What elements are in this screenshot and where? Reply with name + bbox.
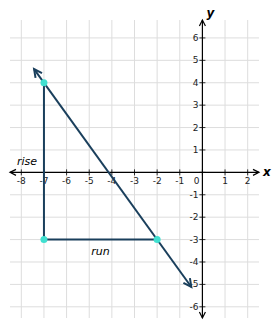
tick-label: -2 <box>189 212 198 222</box>
grid-line <box>10 60 259 61</box>
grid-line <box>179 20 180 318</box>
tick <box>199 149 205 150</box>
tick <box>199 127 205 128</box>
tick <box>66 169 67 175</box>
point <box>40 236 47 243</box>
tick <box>199 82 205 83</box>
line-arrow <box>183 278 191 287</box>
point <box>154 236 161 243</box>
tick <box>199 284 205 285</box>
tick-label: -6 <box>62 176 71 186</box>
tick-label: 4 <box>193 78 199 88</box>
line-arrow <box>34 69 42 78</box>
grid-line <box>10 217 259 218</box>
annotation: rise <box>17 155 37 168</box>
tick <box>111 169 112 175</box>
grid-line <box>10 261 259 262</box>
tick <box>199 306 205 307</box>
tick <box>199 105 205 106</box>
tick-label: 2 <box>245 176 251 186</box>
tick <box>247 169 248 175</box>
grid-line <box>10 105 259 106</box>
line <box>34 69 191 287</box>
tick <box>179 169 180 175</box>
tick-label: 3 <box>193 100 199 110</box>
grid-line <box>89 20 90 318</box>
tick-label: -3 <box>130 176 139 186</box>
point <box>40 79 47 86</box>
tick-label: 1 <box>222 176 228 186</box>
grid-line <box>10 127 259 128</box>
tick-label: 2 <box>193 123 199 133</box>
annotation: run <box>91 245 109 258</box>
axes: -8-7-6-5-4-3-2-1012-6-5-4-3-2-1123456 <box>10 20 259 318</box>
tick <box>199 217 205 218</box>
y-axis-label: y <box>206 6 215 20</box>
tick-label: 5 <box>193 55 199 65</box>
tick-label: -1 <box>175 176 184 186</box>
triangle-legs <box>44 83 157 240</box>
grid-line <box>10 306 259 307</box>
x-axis-label: x <box>262 165 272 179</box>
tick-label: -1 <box>189 190 198 200</box>
y-axis <box>202 20 203 318</box>
grid <box>10 20 259 318</box>
tick <box>225 169 226 175</box>
tick-label: -2 <box>153 176 162 186</box>
tick <box>199 37 205 38</box>
tick <box>199 261 205 262</box>
tick <box>134 169 135 175</box>
tick <box>157 169 158 175</box>
grid-line <box>225 20 226 318</box>
tick-label: 0 <box>194 176 200 186</box>
chart: -8-7-6-5-4-3-2-1012-6-5-4-3-2-1123456xyr… <box>0 0 275 326</box>
grid-line <box>21 20 22 318</box>
axis-arrow <box>199 20 205 26</box>
tick <box>89 169 90 175</box>
axis-arrow <box>10 169 16 175</box>
tick-label: -3 <box>189 235 198 245</box>
tick-label: -4 <box>189 257 198 267</box>
grid-line <box>202 20 203 318</box>
tick <box>199 172 205 173</box>
tick <box>199 194 205 195</box>
plot-area <box>34 69 191 287</box>
grid-line <box>66 20 67 318</box>
grid-line <box>10 149 259 150</box>
grid-line <box>157 20 158 318</box>
tick-label: 6 <box>193 33 199 43</box>
grid-line <box>134 20 135 318</box>
grid-line <box>111 20 112 318</box>
grid-line <box>10 284 259 285</box>
tick-label: -5 <box>85 176 94 186</box>
grid-line <box>10 194 259 195</box>
grid-line <box>10 37 259 38</box>
axis-arrow <box>253 169 259 175</box>
tick-label: 1 <box>193 145 199 155</box>
grid-line <box>247 20 248 318</box>
tick <box>199 60 205 61</box>
axis-arrow <box>199 312 205 318</box>
tick <box>199 239 205 240</box>
tick <box>21 169 22 175</box>
tick-label: -6 <box>189 302 198 312</box>
tick-label: -8 <box>17 176 26 186</box>
